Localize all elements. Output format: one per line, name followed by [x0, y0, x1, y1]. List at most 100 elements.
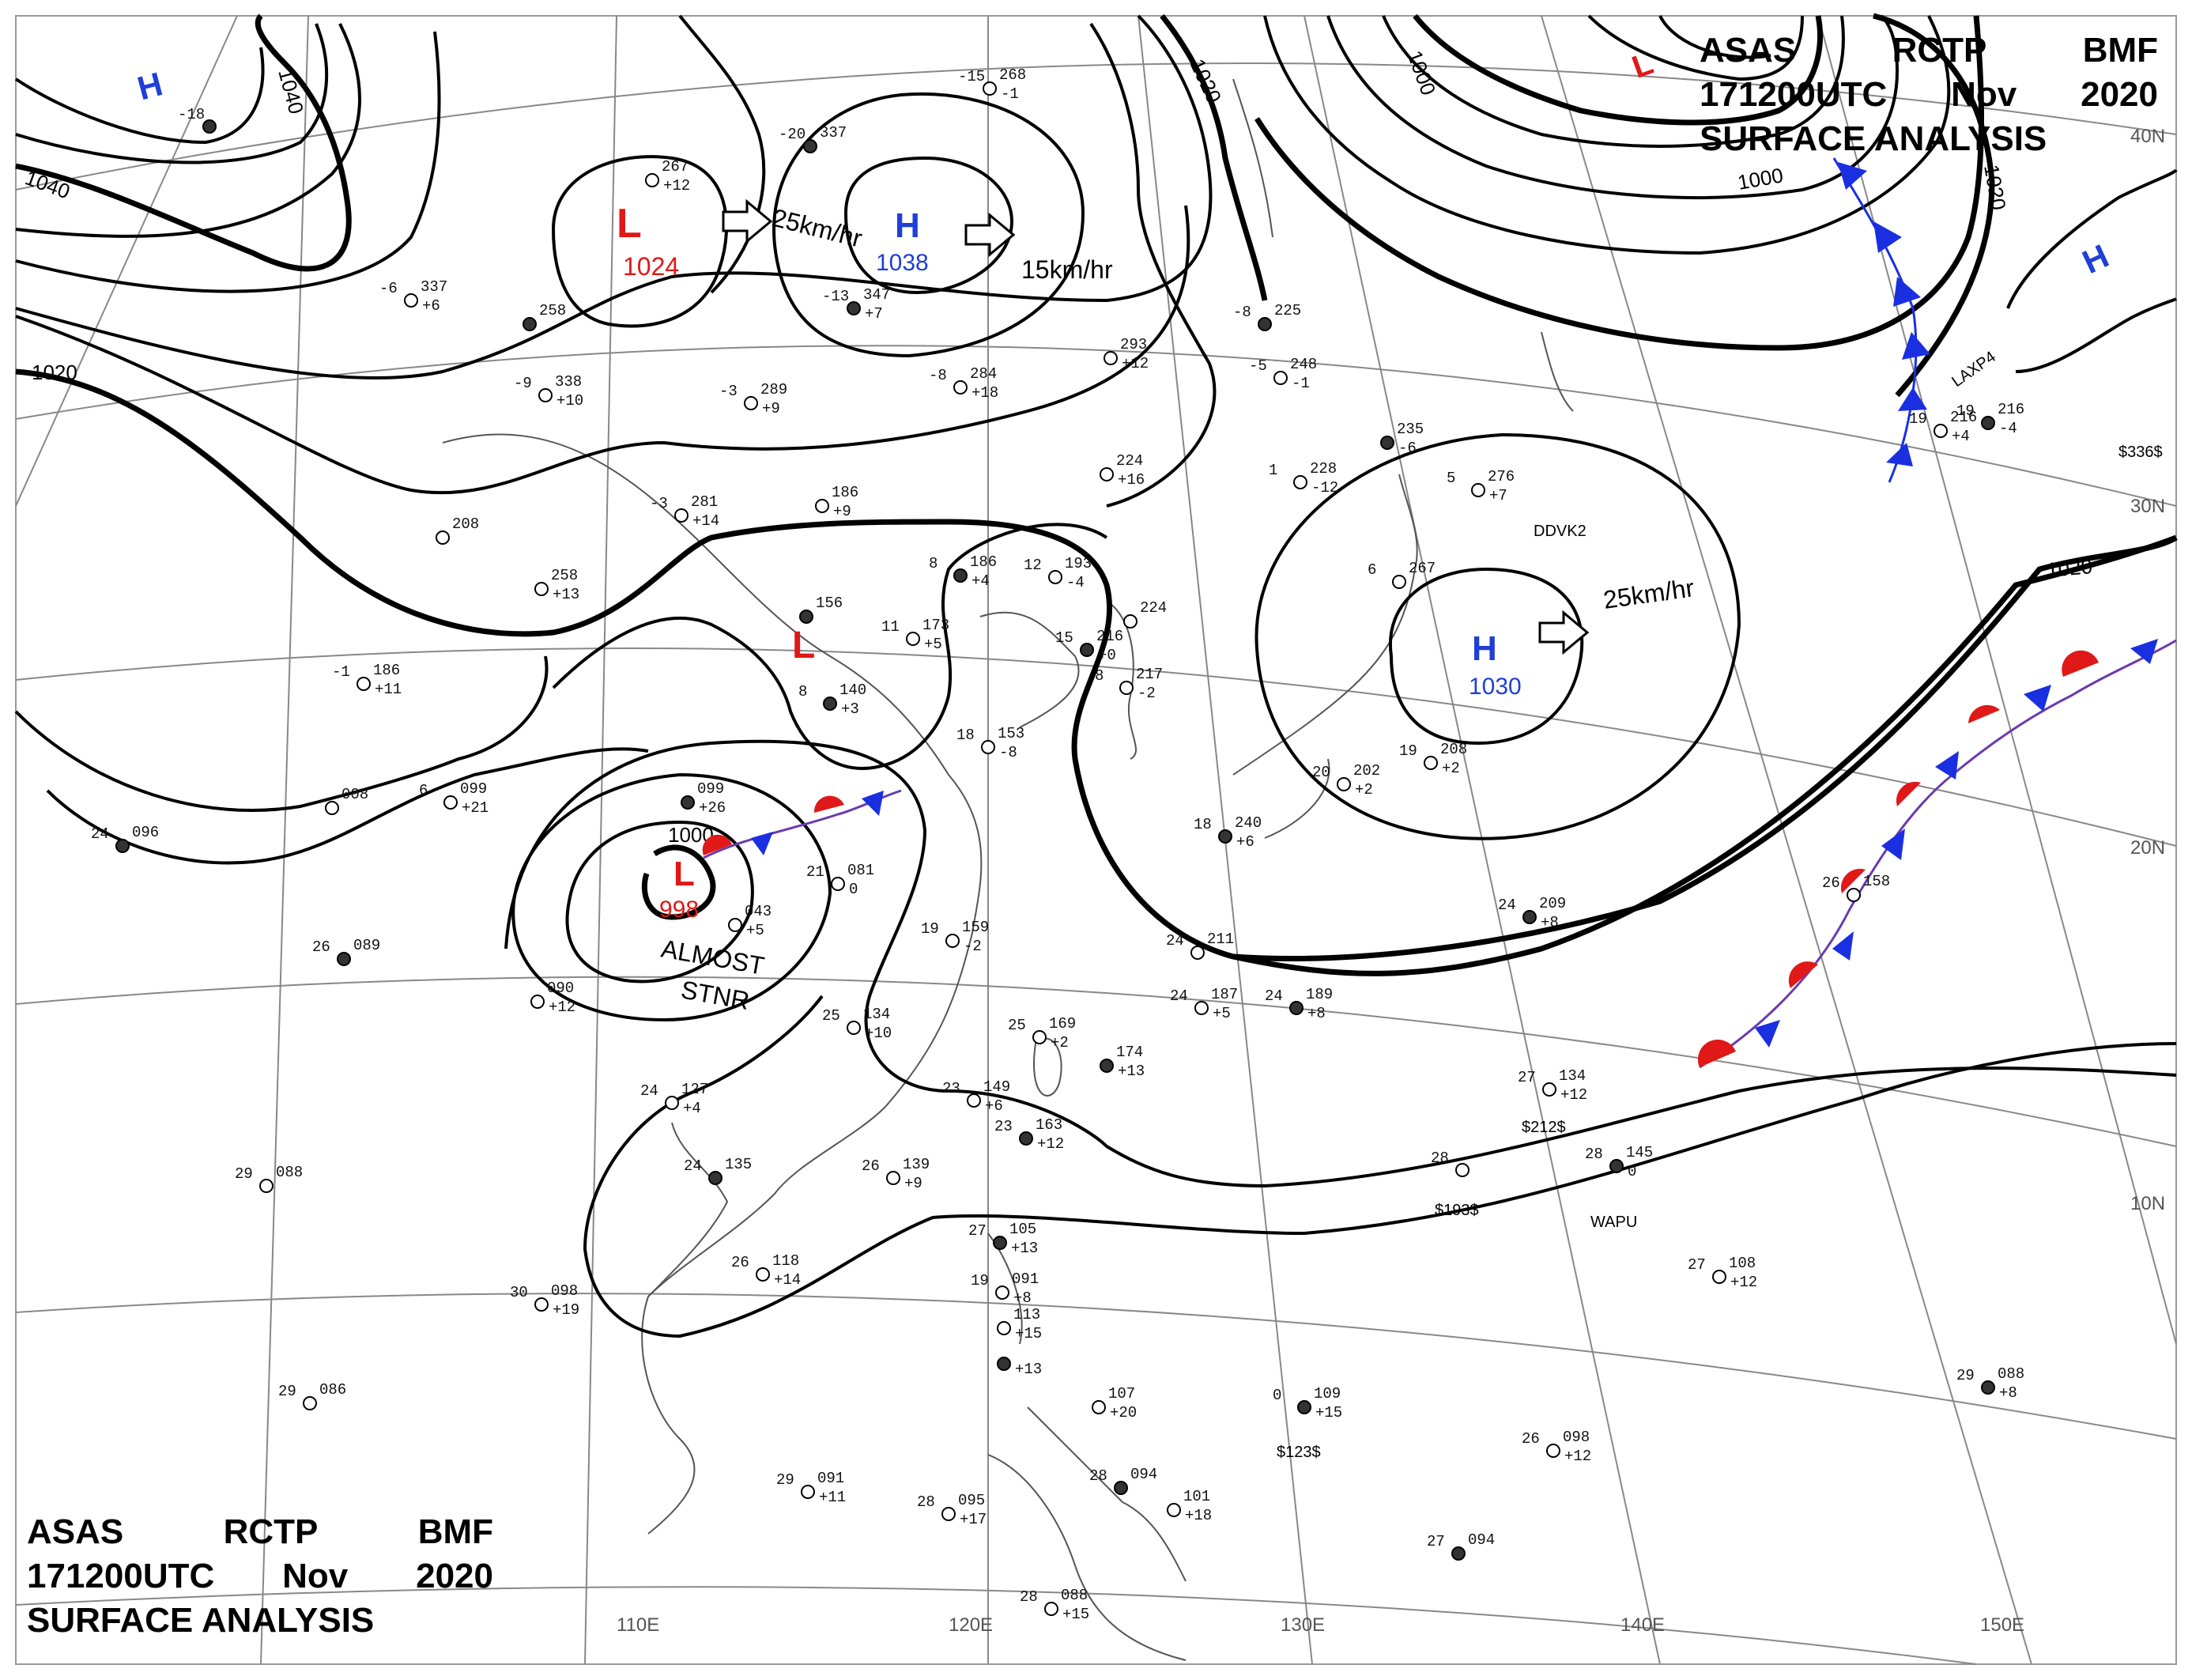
station-temperature: 1 [1269, 462, 1277, 479]
coast-sakhalin [1232, 78, 1574, 412]
station-temperature: 19 [921, 920, 939, 938]
station-temperature: -6 [379, 280, 398, 297]
title-block-top: ASAS RCTP BMF 171200UTC Nov 2020 SURFACE… [1700, 28, 2158, 161]
cold-front-triangle [862, 791, 884, 816]
station-plot: 20 202+2 [1312, 762, 1380, 798]
station-plot: 24 096 [91, 824, 159, 853]
low-center-letter: L [673, 855, 695, 893]
grid-labels: 110E 120E 130E 140E 150E 40N 30N 20N 10N [617, 126, 2165, 1636]
station-temperature: 28 [1585, 1146, 1603, 1163]
isobar-h1038-outer [772, 92, 1085, 358]
station-temperature: -8 [1233, 304, 1251, 321]
station-circle [995, 1285, 1009, 1300]
station-temperature: -8 [929, 367, 947, 384]
lat-line-0 [15, 1293, 2177, 1440]
station-circle [1380, 436, 1394, 450]
station-circle [744, 396, 758, 410]
coast-vietnam [641, 1122, 729, 1535]
station-pressure: 134 [1559, 1067, 1586, 1085]
warm-front-arc [2062, 650, 2099, 677]
station-circle [831, 877, 845, 891]
station-tendency: +4 [971, 572, 990, 590]
station-plot: 174+13 [1100, 1044, 1145, 1080]
station-plot: -13 347+7 [822, 286, 890, 323]
cold-front-triangle [1832, 931, 1854, 961]
station-circle [1712, 1270, 1726, 1284]
cold-front-ne [1832, 157, 1918, 483]
station-tendency: +10 [556, 392, 583, 410]
station-circle [357, 677, 371, 691]
station-tendency: +9 [833, 503, 851, 520]
isobar-n-1 [678, 14, 766, 294]
station-tendency: +6 [985, 1097, 1003, 1115]
station-circle [325, 801, 339, 815]
isobar-nw-1 [14, 47, 265, 145]
station-pressure: 216 [1950, 409, 1977, 426]
station-pressure: 101 [1183, 1488, 1210, 1505]
title-block-bottom: ASAS RCTP BMF 171200UTC Nov 2020 SURFACE… [27, 1510, 493, 1643]
station-tendency: +7 [865, 305, 883, 323]
station-tendency: +3 [841, 700, 859, 718]
station-tendency: -8 [999, 744, 1017, 761]
station-plot: 26 118+14 [731, 1252, 801, 1289]
station-pressure: 276 [1488, 468, 1515, 485]
station-pressure: 088 [1061, 1587, 1088, 1604]
station-tendency: +17 [960, 1511, 987, 1528]
station-circle [303, 1396, 317, 1410]
station-temperature: 26 [731, 1254, 749, 1271]
station-tendency: +14 [774, 1271, 801, 1289]
station-temperature: 25 [822, 1007, 840, 1025]
station-pressure: 347 [863, 286, 890, 304]
station-circle [847, 301, 861, 315]
station-pressure: 095 [958, 1492, 985, 1509]
station-temperature: 23 [994, 1118, 1013, 1135]
station-temperature: 19 [1399, 742, 1417, 760]
station-plot: 29 086 [278, 1381, 346, 1410]
station-plot: -8 284+18 [929, 365, 998, 402]
station-circle [1451, 1546, 1466, 1561]
title-code: BMF [417, 1512, 493, 1551]
station-plot: 23 149+6 [942, 1078, 1010, 1115]
isobar-1020-east [1232, 534, 2178, 961]
station-pressure: 145 [1626, 1144, 1653, 1161]
station-tendency: +15 [1062, 1606, 1089, 1623]
lon-label: 130E [1281, 1614, 1325, 1636]
station-circle [1044, 1602, 1058, 1616]
station-plot: 28 095 +17 [917, 1492, 987, 1528]
station-plot: 18 153 -8 [956, 725, 1024, 761]
cold-front-triangle [1755, 1020, 1780, 1048]
station-circle [534, 1297, 549, 1312]
station-circle [538, 388, 553, 402]
station-circle [1100, 1059, 1114, 1073]
isobar-nw-5 [15, 14, 1213, 379]
station-plot: 1 228-12 [1269, 460, 1338, 496]
title-year: 2020 [416, 1557, 493, 1595]
isobar-998-inner [641, 844, 716, 920]
isobar-nw-4 [15, 31, 441, 293]
low-center-pressure: 1024 [623, 252, 679, 281]
station-pressure: 186 [970, 553, 997, 571]
station-circle [645, 173, 659, 187]
title-line-3: SURFACE ANALYSIS [27, 1599, 493, 1643]
station-plot: 29 088+8 [1956, 1365, 2024, 1402]
station-tendency: +5 [1213, 1005, 1231, 1022]
warm-front-arc [1697, 1039, 1736, 1067]
station-tendency: +4 [1952, 428, 1970, 445]
station-circle [1167, 1503, 1181, 1517]
station-pressure: 105 [1009, 1221, 1036, 1238]
station-tendency: +14 [692, 512, 719, 530]
station-tendency: 0 [849, 881, 858, 898]
station-plot: 6 267 [1368, 560, 1436, 589]
station-circle [1218, 829, 1232, 844]
station-circle [997, 1357, 1011, 1371]
station-plot: 19 216 +4 [1909, 409, 1977, 445]
station-plot: 23 163+12 [994, 1116, 1064, 1153]
station-circle [823, 697, 837, 711]
station-temperature: 26 [862, 1157, 880, 1175]
station-plot: 15 216 +0 [1055, 628, 1123, 664]
station-plot: 24 135 [684, 1156, 752, 1185]
station-circle [941, 1507, 956, 1521]
lat-line-s [15, 1586, 1977, 1665]
station-plot: 8 186+4 [929, 553, 997, 590]
